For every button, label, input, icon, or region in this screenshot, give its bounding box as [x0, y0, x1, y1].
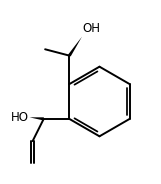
- Text: HO: HO: [11, 111, 29, 124]
- Polygon shape: [68, 37, 82, 56]
- Polygon shape: [29, 117, 44, 121]
- Text: OH: OH: [83, 22, 101, 35]
